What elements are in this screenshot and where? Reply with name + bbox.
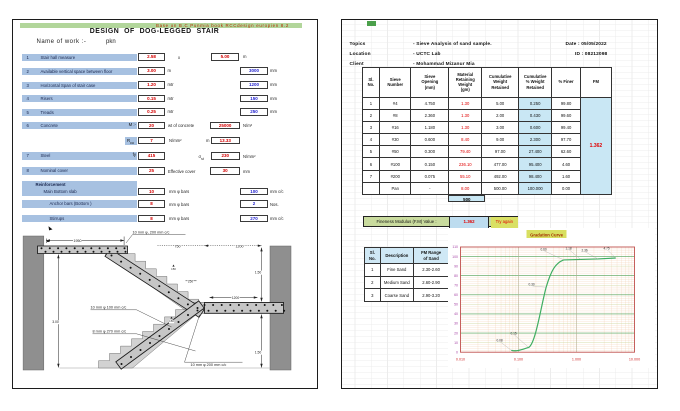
svg-text:20: 20 — [454, 331, 458, 335]
svg-text:250: 250 — [188, 279, 194, 283]
svg-text:0.010: 0.010 — [456, 357, 465, 361]
svg-text:0.08: 0.08 — [497, 338, 503, 342]
svg-text:10 mm φ, 200 mm c/c: 10 mm φ, 200 mm c/c — [133, 230, 170, 234]
svg-text:1950: 1950 — [74, 239, 82, 243]
svg-text:110: 110 — [452, 245, 458, 249]
svg-text:0.15: 0.15 — [511, 331, 517, 335]
svg-text:90: 90 — [454, 264, 458, 268]
svg-text:150: 150 — [169, 319, 174, 323]
svg-text:70: 70 — [454, 283, 458, 287]
svg-text:1.50: 1.50 — [255, 270, 262, 274]
svg-text:0: 0 — [456, 350, 458, 354]
svg-text:1.000: 1.000 — [572, 357, 581, 361]
svg-text:3.00: 3.00 — [52, 320, 59, 324]
svg-text:4.75: 4.75 — [604, 246, 610, 250]
svg-text:0.60: 0.60 — [541, 247, 547, 251]
svg-text:0.100: 0.100 — [514, 357, 523, 361]
svg-text:30: 30 — [454, 321, 458, 325]
svg-text:150: 150 — [171, 267, 176, 271]
svg-text:Gradation Curve: Gradation Curve — [530, 232, 563, 237]
svg-text:10 mm φ 100 mm c/c: 10 mm φ 100 mm c/c — [91, 305, 127, 309]
svg-text:0.30: 0.30 — [529, 282, 535, 286]
svg-text:1200: 1200 — [232, 296, 240, 300]
svg-text:750: 750 — [175, 244, 181, 248]
svg-text:1200: 1200 — [236, 244, 244, 248]
svg-text:10 mm φ 200 mm c/c: 10 mm φ 200 mm c/c — [191, 363, 227, 367]
svg-text:1.18: 1.18 — [566, 246, 572, 250]
svg-text:1.50: 1.50 — [255, 350, 262, 354]
svg-text:40: 40 — [454, 312, 458, 316]
svg-text:8 mm φ 270 mm c/c: 8 mm φ 270 mm c/c — [93, 329, 127, 333]
svg-text:80: 80 — [454, 273, 458, 277]
svg-text:100: 100 — [452, 254, 458, 258]
svg-text:2.36: 2.36 — [582, 248, 588, 252]
svg-text:60: 60 — [454, 293, 458, 297]
svg-text:50: 50 — [454, 302, 458, 306]
svg-text:10.000: 10.000 — [629, 357, 640, 361]
svg-text:10: 10 — [454, 340, 458, 344]
